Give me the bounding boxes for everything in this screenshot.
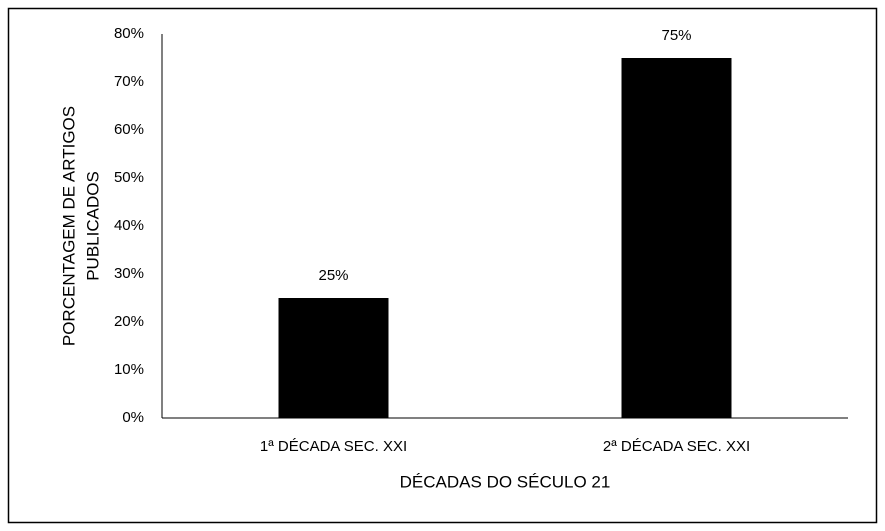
y-axis-title: PORCENTAGEM DE ARTIGOS — [59, 106, 78, 346]
x-axis-title: DÉCADAS DO SÉCULO 21 — [400, 472, 611, 491]
bar — [621, 58, 732, 418]
data-label: 25% — [318, 267, 348, 284]
y-tick-label: 10% — [114, 361, 144, 378]
y-tick-label: 70% — [114, 73, 144, 90]
bar — [278, 298, 389, 418]
chart-border — [7, 7, 878, 524]
y-tick-label: 30% — [114, 265, 144, 282]
data-label: 75% — [661, 27, 691, 44]
y-tick-label: 60% — [114, 121, 144, 138]
x-tick-label: 2ª DÉCADA SEC. XXI — [603, 438, 750, 455]
y-tick-label: 50% — [114, 169, 144, 186]
y-tick-label: 20% — [114, 313, 144, 330]
y-tick-label: 0% — [122, 409, 144, 426]
y-tick-label: 40% — [114, 217, 144, 234]
x-tick-label: 1ª DÉCADA SEC. XXI — [260, 438, 407, 455]
y-axis-title: PUBLICADOS — [83, 171, 102, 281]
y-tick-label: 80% — [114, 25, 144, 42]
